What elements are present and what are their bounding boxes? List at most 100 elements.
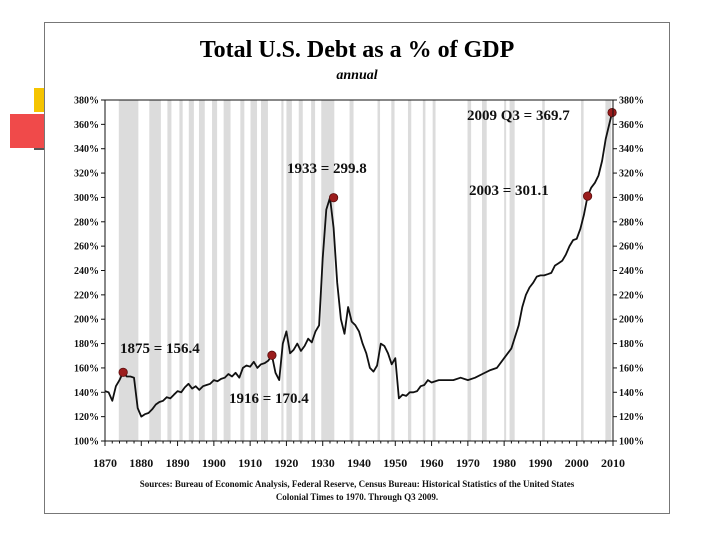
y-tick-label-left: 120% bbox=[74, 412, 99, 423]
chart-subtitle: annual bbox=[336, 68, 377, 83]
y-axis-right: 100% 120% 140% 160% 180% 200% 220% 240% 260% 280%… bbox=[613, 96, 644, 448]
recession-bands bbox=[118, 100, 612, 441]
recession-band-5 bbox=[198, 100, 205, 441]
y-tick-label-left: 320% bbox=[74, 169, 99, 180]
y-tick-label-left: 240% bbox=[74, 266, 99, 277]
y-tick-label-right: 100% bbox=[619, 437, 644, 448]
y-tick-label-right: 280% bbox=[619, 217, 644, 228]
recession-band-8 bbox=[240, 100, 245, 441]
x-tick-label: 1960 bbox=[420, 456, 444, 470]
recession-band-20 bbox=[422, 100, 426, 441]
y-tick-label-left: 260% bbox=[74, 242, 99, 253]
y-tick-label-right: 360% bbox=[619, 120, 644, 131]
recession-band-23 bbox=[482, 100, 487, 441]
recession-band-3 bbox=[179, 100, 183, 441]
y-tick-label-left: 220% bbox=[74, 290, 99, 301]
recession-band-15 bbox=[321, 100, 335, 441]
source-note-line-2: Colonial Times to 1970. Through Q3 2009. bbox=[276, 492, 438, 502]
annotation-label-1933: 1933 = 299.8 bbox=[287, 161, 367, 177]
x-tick-label: 1940 bbox=[347, 456, 371, 470]
y-tick-label-left: 140% bbox=[74, 388, 99, 399]
recession-band-13 bbox=[298, 100, 303, 441]
source-note-line-1: Sources: Bureau of Economic Analysis, Fe… bbox=[140, 479, 575, 489]
y-tick-label-right: 380% bbox=[619, 96, 644, 107]
recession-band-18 bbox=[391, 100, 395, 441]
recession-band-26 bbox=[542, 100, 545, 441]
recession-band-17 bbox=[377, 100, 381, 441]
recession-band-12 bbox=[286, 100, 292, 441]
recession-band-19 bbox=[407, 100, 412, 441]
y-tick-label-right: 320% bbox=[619, 169, 644, 180]
annotation-marker-4 bbox=[607, 107, 617, 118]
y-tick-label-right: 300% bbox=[619, 193, 644, 204]
y-tick-label-left: 360% bbox=[74, 120, 99, 131]
annotation-label-1875: 1875 = 156.4 bbox=[120, 341, 200, 357]
recession-band-10 bbox=[261, 100, 268, 441]
x-tick-label: 1950 bbox=[383, 456, 407, 470]
x-tick-label: 1870 bbox=[93, 456, 117, 470]
recession-band-27 bbox=[581, 100, 584, 441]
chart-canvas: Total U.S. Debt as a % of GDP annual 100… bbox=[74, 37, 644, 502]
y-tick-label-right: 160% bbox=[619, 363, 644, 374]
recession-band-24 bbox=[504, 100, 507, 441]
recession-band-25 bbox=[509, 100, 515, 441]
y-tick-label-left: 300% bbox=[74, 193, 99, 204]
y-tick-label-right: 180% bbox=[619, 339, 644, 350]
recession-band-6 bbox=[212, 100, 218, 441]
recession-band-7 bbox=[223, 100, 231, 441]
x-tick-label: 1930 bbox=[311, 456, 335, 470]
y-tick-label-right: 120% bbox=[619, 412, 644, 423]
recession-band-11 bbox=[281, 100, 284, 441]
recession-band-28 bbox=[605, 100, 612, 441]
recession-band-0 bbox=[118, 100, 139, 441]
annotation-label-2009: 2009 Q3 = 369.7 bbox=[467, 108, 570, 124]
annotation-marker-0 bbox=[118, 367, 128, 377]
series-line-debt-to-gdp bbox=[104, 112, 613, 418]
slide-accent-yellow-bar bbox=[34, 88, 44, 112]
recession-band-21 bbox=[432, 100, 436, 441]
recession-band-14 bbox=[311, 100, 316, 441]
x-tick-label: 2010 bbox=[601, 456, 625, 470]
x-tick-label: 1970 bbox=[456, 456, 480, 470]
annotation-marker-3 bbox=[582, 191, 593, 201]
recession-band-16 bbox=[349, 100, 354, 441]
y-tick-label-right: 340% bbox=[619, 144, 644, 155]
y-tick-label-right: 260% bbox=[619, 242, 644, 253]
slide-accent-line bbox=[34, 148, 48, 150]
annotation-marker-2 bbox=[328, 193, 339, 203]
y-tick-label-left: 340% bbox=[74, 144, 99, 155]
slide-accent-red-square bbox=[10, 114, 44, 148]
annotation-label-2003: 2003 = 301.1 bbox=[469, 183, 549, 199]
y-tick-label-left: 380% bbox=[74, 96, 99, 107]
y-tick-label-right: 240% bbox=[619, 266, 644, 277]
x-tick-label: 1900 bbox=[202, 456, 226, 470]
annotation-markers bbox=[118, 107, 617, 377]
recession-band-22 bbox=[467, 100, 472, 441]
chart-title: Total U.S. Debt as a % of GDP bbox=[200, 37, 514, 63]
x-tick-label: 2000 bbox=[565, 456, 589, 470]
x-tick-label: 1990 bbox=[528, 456, 552, 470]
plot-area bbox=[104, 99, 614, 442]
annotation-label-1916: 1916 = 170.4 bbox=[229, 391, 309, 407]
x-tick-label: 1880 bbox=[129, 456, 153, 470]
x-tick-label: 1980 bbox=[492, 456, 516, 470]
recession-band-9 bbox=[250, 100, 258, 441]
recession-band-2 bbox=[167, 100, 172, 441]
y-tick-label-right: 140% bbox=[619, 388, 644, 399]
y-tick-label-right: 200% bbox=[619, 315, 644, 326]
y-tick-label-left: 180% bbox=[74, 339, 99, 350]
y-tick-label-left: 160% bbox=[74, 363, 99, 374]
y-tick-label-left: 280% bbox=[74, 217, 99, 228]
y-tick-label-left: 100% bbox=[74, 437, 99, 448]
x-tick-label: 1920 bbox=[274, 456, 298, 470]
annotation-marker-1 bbox=[267, 350, 277, 360]
y-tick-label-right: 220% bbox=[619, 290, 644, 301]
y-tick-label-left: 200% bbox=[74, 315, 99, 326]
x-tick-label: 1890 bbox=[166, 456, 190, 470]
x-tick-label: 1910 bbox=[238, 456, 262, 470]
chart-frame: Total U.S. Debt as a % of GDP annual 100… bbox=[44, 22, 670, 514]
recession-band-4 bbox=[188, 100, 194, 441]
x-axis: 1870 1880 1890 1900 1910 1920 1930 1940 1950 1960… bbox=[93, 441, 625, 470]
y-axis-left: 100% 120% 140% 160% 180% 200% 220% 240% 260% 280%… bbox=[74, 96, 105, 448]
recession-band-1 bbox=[149, 100, 161, 441]
